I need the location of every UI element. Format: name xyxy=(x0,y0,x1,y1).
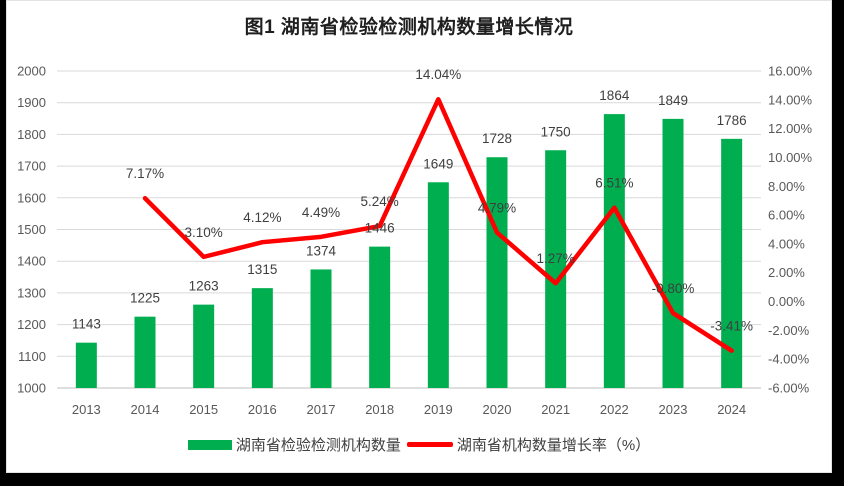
bar-value-label: 1649 xyxy=(423,156,453,171)
right-axis-tick-label: -4.00% xyxy=(768,352,810,367)
right-axis-tick-label: 4.00% xyxy=(768,236,805,251)
bar-2017 xyxy=(310,269,332,388)
x-axis-label: 2018 xyxy=(365,402,394,417)
bar-2022 xyxy=(603,114,625,388)
bar-series-legend-label: 湖南省检验检测机构数量 xyxy=(235,437,401,454)
bar-value-label: 1225 xyxy=(130,291,160,306)
x-axis-label: 2023 xyxy=(659,402,688,417)
x-axis-label: 2021 xyxy=(541,402,570,417)
left-axis-tick-label: 2000 xyxy=(17,64,46,79)
bar-series-legend-swatch xyxy=(187,439,232,450)
x-axis-label: 2015 xyxy=(189,402,218,417)
line-series-legend-label: 湖南省机构数量增长率（%） xyxy=(456,437,651,454)
bar-value-label: 1315 xyxy=(247,262,277,277)
right-axis-tick-label: 0.00% xyxy=(768,294,805,309)
bar-2023 xyxy=(662,118,684,388)
bar-2019 xyxy=(427,182,449,388)
right-axis-tick-label: -2.00% xyxy=(768,323,810,338)
left-axis-tick-label: 1600 xyxy=(17,190,46,205)
right-axis-tick-label: 16.00% xyxy=(768,64,813,79)
bar-value-label: 1864 xyxy=(599,88,630,103)
chart-legend: 湖南省检验检测机构数量 湖南省机构数量增长率（%） xyxy=(6,434,832,455)
growth-rate-label: 4.49% xyxy=(302,205,340,220)
x-axis-label: 2016 xyxy=(248,402,277,417)
growth-rate-label: 6.51% xyxy=(595,176,633,191)
x-axis-label: 2024 xyxy=(717,402,746,417)
right-axis-tick-label: 12.00% xyxy=(768,121,813,136)
x-axis-label: 2014 xyxy=(131,402,160,417)
right-axis-tick-label: 2.00% xyxy=(768,265,805,280)
growth-rate-label: -3.41% xyxy=(710,319,753,334)
bar-2020 xyxy=(486,157,508,388)
left-axis-tick-label: 1500 xyxy=(17,222,46,237)
chart-title: 图1 湖南省检验检测机构数量增长情况 xyxy=(244,17,574,38)
chart-panel xyxy=(6,0,832,473)
bar-value-label: 1446 xyxy=(365,221,395,236)
left-axis-tick-label: 1700 xyxy=(17,159,46,174)
bar-value-label: 1374 xyxy=(306,243,337,258)
x-axis-label: 2022 xyxy=(600,402,629,417)
bar-2024 xyxy=(721,138,743,388)
growth-rate-label: -0.80% xyxy=(652,281,695,296)
left-axis-tick-label: 1000 xyxy=(17,381,46,396)
growth-rate-label: 1.27% xyxy=(537,251,575,266)
bar-2021 xyxy=(545,150,567,388)
bar-2013 xyxy=(75,342,97,388)
right-axis-tick-label: 6.00% xyxy=(768,208,805,223)
bar-2016 xyxy=(251,288,273,388)
right-axis-tick-label: 10.00% xyxy=(768,150,813,165)
left-axis-tick-label: 1200 xyxy=(17,317,46,332)
growth-rate-label: 4.79% xyxy=(478,201,516,216)
x-axis-label: 2017 xyxy=(307,402,336,417)
x-axis-label: 2019 xyxy=(424,402,453,417)
right-axis-tick-label: -6.00% xyxy=(768,381,810,396)
left-axis-tick-label: 1900 xyxy=(17,95,46,110)
bar-value-label: 1750 xyxy=(541,124,571,139)
growth-rate-label: 3.10% xyxy=(185,225,223,240)
bar-2015 xyxy=(193,304,215,388)
right-axis-tick-label: 8.00% xyxy=(768,179,805,194)
left-axis-tick-label: 1400 xyxy=(17,254,46,269)
x-axis-label: 2013 xyxy=(72,402,101,417)
growth-rate-label: 5.24% xyxy=(361,194,399,209)
combo-chart: 2000 1900 1800 1700 1600 1500 1400 1300 1200 1100… xyxy=(17,64,813,418)
bar-2018 xyxy=(369,246,391,388)
x-axis-label: 2020 xyxy=(483,402,512,417)
left-axis-tick-label: 1300 xyxy=(17,285,46,300)
growth-rate-label: 7.17% xyxy=(126,166,164,181)
bar-value-label: 1786 xyxy=(717,113,747,128)
growth-rate-line xyxy=(142,96,734,353)
bar-2014 xyxy=(134,316,156,388)
bar-value-label: 1143 xyxy=(72,317,101,332)
right-axis-tick-label: 14.00% xyxy=(768,92,813,107)
bar-value-label: 1263 xyxy=(189,279,219,294)
bar-value-label: 1849 xyxy=(658,93,688,108)
left-axis-tick-label: 1100 xyxy=(18,349,46,364)
line-series-legend-marker xyxy=(406,442,453,447)
growth-rate-label: 4.12% xyxy=(243,210,281,225)
growth-rate-label: 14.04% xyxy=(415,67,461,82)
left-axis-tick-label: 1800 xyxy=(17,127,46,142)
bar-value-label: 1728 xyxy=(482,131,512,146)
